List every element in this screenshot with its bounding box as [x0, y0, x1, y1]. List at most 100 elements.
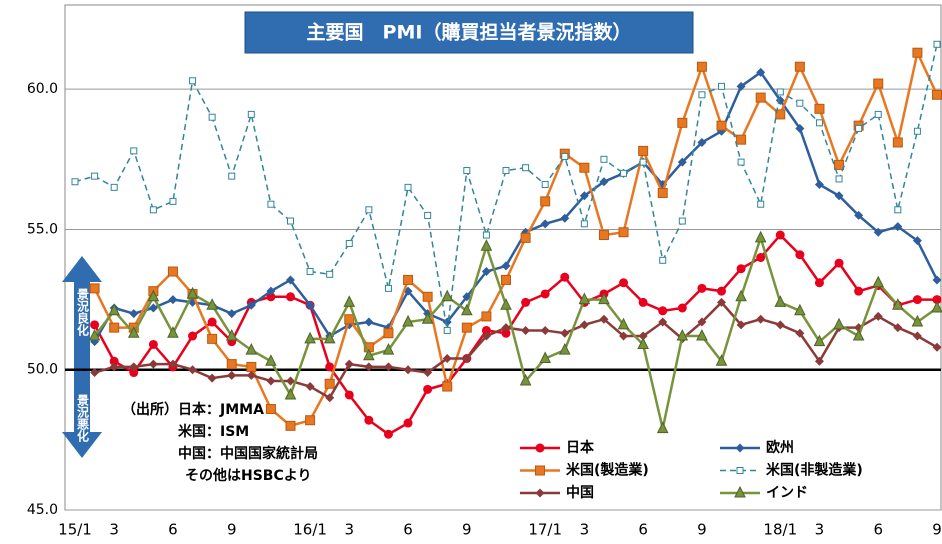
- point: [756, 314, 766, 324]
- point: [265, 354, 277, 366]
- point: [560, 213, 570, 223]
- point: [677, 117, 688, 128]
- point: [580, 220, 588, 228]
- point: [912, 295, 922, 305]
- point: [541, 181, 549, 189]
- point: [481, 325, 491, 335]
- point: [188, 365, 198, 375]
- x-tick-label: 9: [462, 521, 472, 539]
- point: [892, 298, 904, 310]
- point: [323, 331, 336, 344]
- x-tick-label: 15/1: [58, 521, 92, 539]
- y-tick-label: 50.0: [27, 362, 58, 378]
- point: [285, 420, 296, 431]
- point: [600, 155, 608, 163]
- point: [188, 331, 198, 341]
- series: [88, 230, 942, 434]
- x-tick-label: 3: [815, 521, 825, 539]
- point: [717, 297, 726, 307]
- point: [540, 219, 550, 229]
- point: [305, 382, 315, 392]
- x-tick-label: 9: [227, 521, 237, 539]
- point: [638, 331, 648, 341]
- series: [90, 297, 942, 403]
- point: [481, 331, 491, 341]
- point: [560, 328, 570, 338]
- point: [442, 354, 452, 363]
- point: [657, 187, 668, 198]
- point: [794, 303, 806, 316]
- point: [89, 283, 100, 294]
- x-tick-label: 17/1: [528, 521, 562, 539]
- point: [168, 359, 178, 369]
- x-tick-label: 9: [697, 521, 707, 539]
- legend-label: インド: [766, 485, 808, 501]
- point: [129, 368, 139, 378]
- point: [266, 286, 276, 296]
- point: [127, 326, 140, 338]
- point: [404, 183, 412, 191]
- point: [540, 196, 551, 207]
- point: [578, 292, 591, 305]
- point: [697, 283, 707, 293]
- legend-label: 米国(非製造業): [766, 462, 863, 479]
- title-box: [244, 11, 694, 54]
- point: [873, 227, 883, 237]
- point: [305, 300, 315, 310]
- point: [266, 376, 276, 386]
- series-line: [74, 44, 938, 331]
- x-tick-label: 6: [638, 521, 648, 539]
- point: [696, 328, 708, 341]
- point: [206, 298, 218, 310]
- point: [598, 292, 610, 305]
- point: [482, 231, 490, 239]
- point: [423, 384, 433, 394]
- point: [344, 390, 354, 400]
- point: [364, 362, 374, 372]
- point: [540, 325, 550, 335]
- point: [535, 465, 545, 476]
- point: [718, 82, 725, 90]
- point: [265, 404, 276, 414]
- point: [521, 297, 531, 307]
- point: [834, 159, 845, 170]
- point: [619, 278, 629, 288]
- x-tick-label: 18/1: [763, 521, 797, 539]
- point: [246, 370, 256, 380]
- point: [364, 415, 374, 425]
- point: [403, 418, 413, 428]
- point: [148, 359, 158, 369]
- point: [286, 292, 295, 302]
- point: [207, 373, 217, 383]
- series: [89, 47, 942, 431]
- point: [579, 162, 590, 173]
- point: [736, 134, 747, 145]
- point: [815, 119, 823, 127]
- point: [560, 272, 570, 282]
- point: [148, 339, 158, 349]
- point: [620, 169, 628, 177]
- point: [189, 77, 197, 85]
- annotation: （出所）日本：JMMA: [122, 401, 264, 418]
- point: [813, 334, 826, 347]
- point: [463, 167, 471, 175]
- point: [932, 295, 942, 305]
- point: [854, 286, 864, 296]
- point: [246, 361, 257, 372]
- point: [892, 137, 903, 148]
- point: [266, 292, 276, 302]
- point: [227, 370, 237, 380]
- series: [71, 40, 941, 334]
- point: [500, 298, 512, 310]
- point: [287, 217, 294, 225]
- point: [617, 317, 630, 330]
- point: [814, 103, 825, 114]
- point: [326, 270, 334, 278]
- point: [658, 306, 668, 316]
- point: [90, 368, 100, 378]
- point: [245, 342, 258, 355]
- y-tick-label: 45.0: [27, 502, 58, 518]
- point: [658, 317, 668, 327]
- point: [659, 256, 667, 264]
- point: [717, 286, 726, 296]
